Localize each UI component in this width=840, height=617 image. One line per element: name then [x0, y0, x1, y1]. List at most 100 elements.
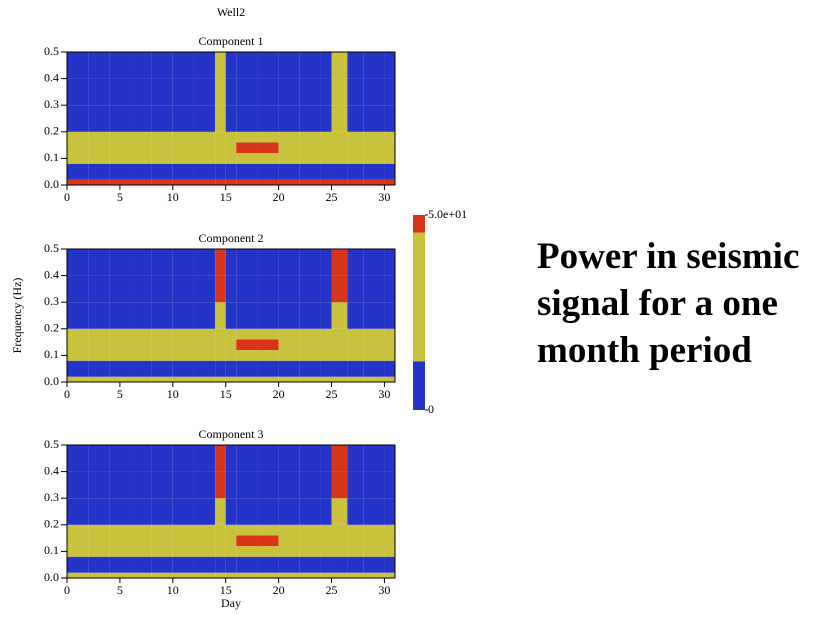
heatmap-cell: [320, 275, 332, 303]
heatmap-cell: [151, 78, 173, 106]
heatmap-cell: [151, 350, 173, 361]
heatmap-cell: [151, 302, 173, 329]
heatmap-cell: [320, 179, 332, 185]
heatmap-cell: [236, 163, 258, 180]
heatmap-cell: [215, 498, 226, 525]
heatmap-cell: [331, 78, 348, 106]
heatmap-cell: [384, 275, 395, 303]
heatmap-cell: [109, 105, 131, 132]
heatmap-cell: [347, 78, 364, 106]
heatmap-cell: [363, 360, 385, 377]
heatmap-cell: [215, 360, 226, 377]
heatmap-cell: [151, 249, 173, 276]
heatmap-cell: [347, 163, 364, 180]
heatmap-cell: [278, 546, 300, 557]
heatmap-cell: [215, 153, 226, 164]
heatmap-cell: [225, 546, 237, 557]
heatmap-cell: [215, 535, 226, 547]
heatmap-cell: [172, 546, 194, 557]
heatmap-cell: [320, 350, 332, 361]
heatmap-cell: [172, 535, 194, 547]
heatmap-cell: [363, 328, 385, 340]
heatmap-cell: [193, 78, 216, 106]
heatmap-cell: [331, 572, 348, 578]
heatmap-cell: [67, 179, 89, 185]
heatmap-cell: [257, 105, 279, 132]
heatmap-cell: [215, 556, 226, 573]
heatmap-cell: [151, 524, 173, 536]
heatmap-cell: [172, 78, 194, 106]
heatmap-cell: [88, 105, 110, 132]
heatmap-cell: [67, 498, 89, 525]
heatmap-cell: [236, 275, 258, 303]
heatmap-cell: [225, 471, 237, 499]
heatmap-cell: [130, 471, 152, 499]
heatmap-cell: [278, 78, 300, 106]
heatmap-cell: [215, 328, 226, 340]
x-tick-label: 5: [117, 387, 123, 401]
x-tick-label: 15: [220, 387, 232, 401]
heatmap-cell: [299, 275, 321, 303]
heatmap-cell: [225, 572, 237, 578]
heatmap-cell: [320, 78, 332, 106]
heatmap-cell: [331, 131, 348, 143]
heatmap-cell: [193, 572, 216, 578]
y-axis-label: Frequency (Hz): [10, 278, 24, 354]
heatmap-cell: [67, 105, 89, 132]
heatmap-cell: [215, 339, 226, 351]
heatmap-cell: [193, 339, 216, 351]
heatmap-cell: [215, 471, 226, 499]
heatmap-cell: [257, 328, 279, 340]
heatmap-cell: [257, 360, 279, 377]
heatmap-cell: [299, 153, 321, 164]
heatmap-cell: [347, 131, 364, 143]
heatmap-cell: [236, 524, 258, 536]
heatmap-cell: [151, 328, 173, 340]
heatmap-cell: [299, 471, 321, 499]
heatmap-cell: [347, 471, 364, 499]
heatmap-cell: [67, 78, 89, 106]
heatmap-cell: [236, 179, 258, 185]
heatmap-cell: [363, 163, 385, 180]
heatmap-cell: [225, 52, 237, 79]
heatmap-cell: [363, 546, 385, 557]
heatmap-cell: [215, 163, 226, 180]
heatmap-cell: [193, 52, 216, 79]
heatmap-cell: [363, 471, 385, 499]
heatmap-cell: [331, 179, 348, 185]
heatmap-cell: [299, 498, 321, 525]
heatmap-cell: [109, 556, 131, 573]
heatmap-cell: [109, 52, 131, 79]
heatmap-cell: [225, 131, 237, 143]
heatmap-cell: [109, 131, 131, 143]
heatmap-cell: [257, 556, 279, 573]
heatmap-cell: [215, 105, 226, 132]
heatmap-cell: [299, 350, 321, 361]
heatmap-cell: [347, 105, 364, 132]
heatmap-cell: [172, 105, 194, 132]
heatmap-cell: [320, 142, 332, 154]
heatmap-cell: [236, 302, 258, 329]
heatmap-cell: [225, 275, 237, 303]
heatmap-cell: [130, 328, 152, 340]
heatmap-cell: [172, 360, 194, 377]
heatmap-cell: [130, 142, 152, 154]
heatmap-cell: [130, 546, 152, 557]
heatmap-cell: [215, 350, 226, 361]
colorbar-segment: [413, 361, 425, 410]
heatmap-cell: [151, 179, 173, 185]
heatmap-cell: [384, 498, 395, 525]
y-tick-label: 0.0: [44, 177, 59, 191]
heatmap-cell: [215, 376, 226, 382]
heatmap-cell: [236, 153, 258, 164]
heatmap-cell: [363, 498, 385, 525]
heatmap-cell: [278, 471, 300, 499]
heatmap-cell: [331, 302, 348, 329]
heatmap-cell: [363, 339, 385, 351]
heatmap-cell: [320, 498, 332, 525]
heatmap-cell: [109, 179, 131, 185]
heatmap-cell: [347, 498, 364, 525]
heatmap-cell: [151, 471, 173, 499]
heatmap-cell: [320, 360, 332, 377]
heatmap-cell: [320, 153, 332, 164]
